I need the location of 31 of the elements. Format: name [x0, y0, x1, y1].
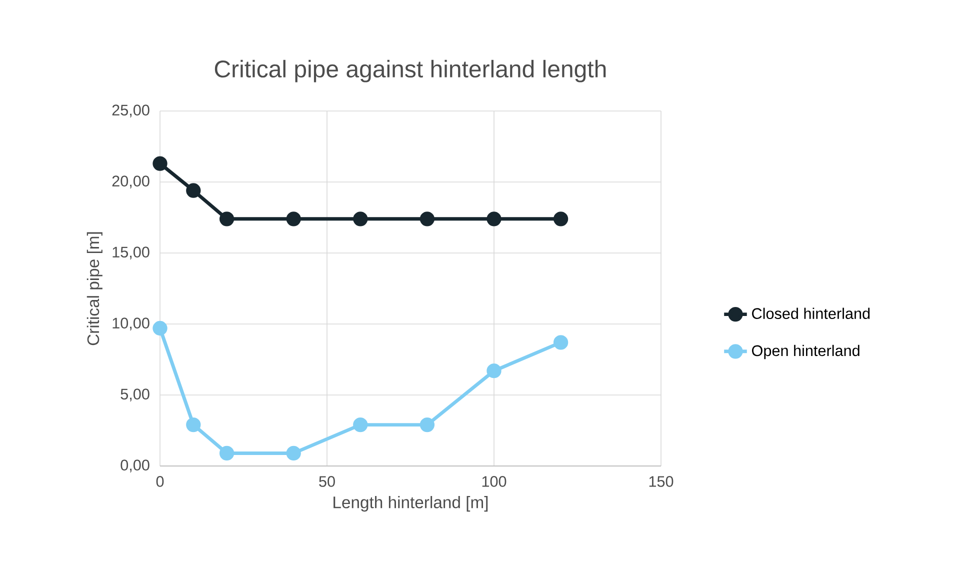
- point: [420, 417, 435, 432]
- point: [219, 446, 234, 461]
- point: [186, 183, 201, 198]
- point: [219, 212, 234, 226]
- point: [353, 417, 368, 432]
- x-tick-label: 150: [649, 476, 674, 487]
- y-tick-label: 5,00: [120, 388, 150, 402]
- point: [553, 212, 568, 226]
- legend-label: Closed hinterland: [752, 308, 870, 320]
- point: [286, 446, 301, 461]
- point: [186, 417, 201, 432]
- x-tick-label: 50: [319, 476, 335, 487]
- x-tick-label: 100: [482, 476, 506, 487]
- point: [152, 156, 168, 171]
- point: [286, 212, 301, 226]
- point: [420, 212, 435, 226]
- point: [486, 364, 502, 378]
- point: [553, 335, 568, 350]
- y-tick-label: 0,00: [120, 460, 150, 472]
- y-tick-label: 10,00: [112, 318, 150, 330]
- point: [353, 212, 368, 226]
- y-tick-label: 20,00: [112, 176, 150, 188]
- y-tick-label: 15,00: [112, 246, 150, 260]
- y-tick-label: 25,00: [112, 104, 150, 118]
- y-axis-title: Critical pipe [m]: [86, 232, 102, 346]
- point: [486, 212, 502, 226]
- x-axis-title: Length hinterland [m]: [334, 496, 488, 512]
- point: [152, 320, 168, 336]
- chart-title: Critical pipe against hinterland length: [214, 60, 606, 82]
- legend-label: Open hinterland: [752, 344, 860, 360]
- x-tick-label: 0: [156, 476, 164, 487]
